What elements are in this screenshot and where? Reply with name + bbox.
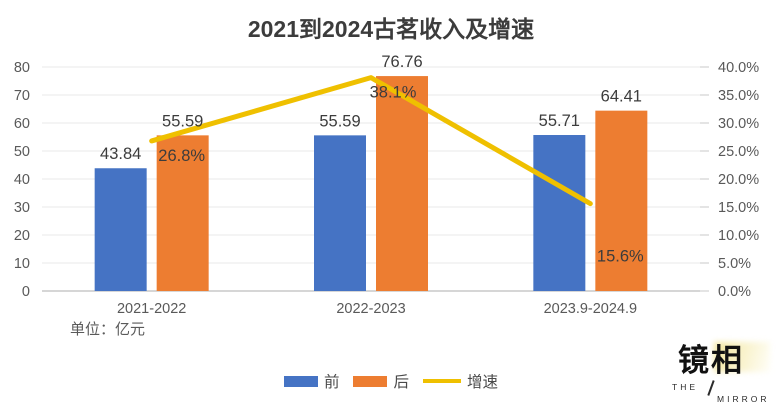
y-axis-left-tick-label: 70	[14, 88, 30, 104]
legend-item-after[interactable]: 后	[353, 370, 409, 392]
y-axis-right-tick-label: 20.0%	[718, 172, 759, 188]
y-axis-right-tick-label: 15.0%	[718, 200, 759, 216]
gridlines	[42, 66, 700, 292]
legend-label: 后	[393, 374, 409, 391]
bar-value-label: 55.59	[319, 112, 360, 130]
chart-legend: 前 后 增速	[0, 370, 782, 392]
bar-value-labels: 43.84 55.59 55.59 76.76 55.71 64.41	[100, 53, 642, 163]
bar-value-label: 43.84	[100, 145, 141, 163]
unit-note: 单位：亿元	[70, 321, 146, 338]
y-axis-right-tick-label: 40.0%	[718, 60, 759, 76]
bar	[156, 135, 209, 291]
y-axis-right-tick-label: 25.0%	[718, 144, 759, 160]
category-labels: 2021-2022 2022-2023 2023.9-2024.9	[117, 301, 637, 317]
y-axis-right-ticks: 0.0% 5.0% 10.0% 15.0% 20.0% 25.0% 30.0% 35.0% 40…	[700, 60, 759, 300]
watermark-slash-icon	[707, 380, 715, 396]
bar	[533, 135, 586, 291]
legend-line-icon	[423, 379, 461, 383]
growth-line	[149, 75, 593, 207]
line-value-label: 15.6%	[597, 248, 644, 266]
y-axis-left-tick-label: 50	[14, 144, 30, 160]
category-label: 2022-2023	[336, 301, 405, 317]
y-axis-left-tick-label: 80	[14, 60, 30, 76]
bar-value-label: 55.71	[539, 112, 580, 130]
watermark-mirror-text: MIRROR	[717, 394, 770, 404]
bar-value-label: 76.76	[381, 53, 422, 71]
category-label: 2021-2022	[117, 301, 186, 317]
category-label: 2023.9-2024.9	[544, 301, 638, 317]
bar-value-label: 64.41	[601, 88, 642, 106]
watermark-the-text: THE	[672, 382, 698, 392]
bar	[595, 110, 648, 291]
legend-swatch-icon	[283, 375, 318, 387]
y-axis-left-tick-label: 60	[14, 116, 30, 132]
bars-group	[94, 76, 648, 292]
legend-label: 前	[323, 374, 340, 391]
bar	[94, 168, 147, 291]
y-axis-left-tick-label: 20	[14, 228, 30, 244]
legend-label: 增速	[467, 374, 499, 391]
legend-item-growth[interactable]: 增速	[423, 370, 498, 392]
y-axis-left-tick-label: 0	[22, 284, 30, 300]
growth-line-path	[149, 75, 593, 207]
y-axis-right-tick-label: 10.0%	[718, 228, 759, 244]
bar	[314, 135, 366, 291]
y-axis-right-tick-label: 35.0%	[718, 88, 759, 104]
bar-value-label: 55.59	[162, 112, 203, 130]
line-value-label: 26.8%	[158, 147, 205, 165]
y-axis-left-tick-label: 10	[14, 256, 30, 272]
bar	[376, 76, 428, 292]
legend-item-before[interactable]: 前	[283, 370, 340, 392]
y-axis-left-tick-label: 30	[14, 200, 30, 216]
y-axis-right-tick-label: 5.0%	[718, 256, 751, 272]
chart-title: 2021到2024古茗收入及增速	[247, 16, 535, 42]
watermark-glow-icon	[714, 342, 770, 372]
y-axis-right-tick-label: 0.0%	[718, 284, 751, 300]
line-value-label: 38.1%	[370, 84, 417, 102]
line-value-labels: 26.8% 38.1% 15.6%	[158, 84, 644, 266]
watermark-chinese-text: 镜相	[678, 343, 744, 379]
legend-swatch-icon	[353, 375, 388, 387]
y-axis-right-tick-label: 30.0%	[718, 116, 759, 132]
watermark-logo: 镜相 THE MIRROR	[670, 342, 776, 408]
y-axis-left-tick-label: 40	[14, 172, 30, 188]
y-axis-left-ticks: 0 10 20 30 40 50 60 70 80	[14, 60, 30, 300]
